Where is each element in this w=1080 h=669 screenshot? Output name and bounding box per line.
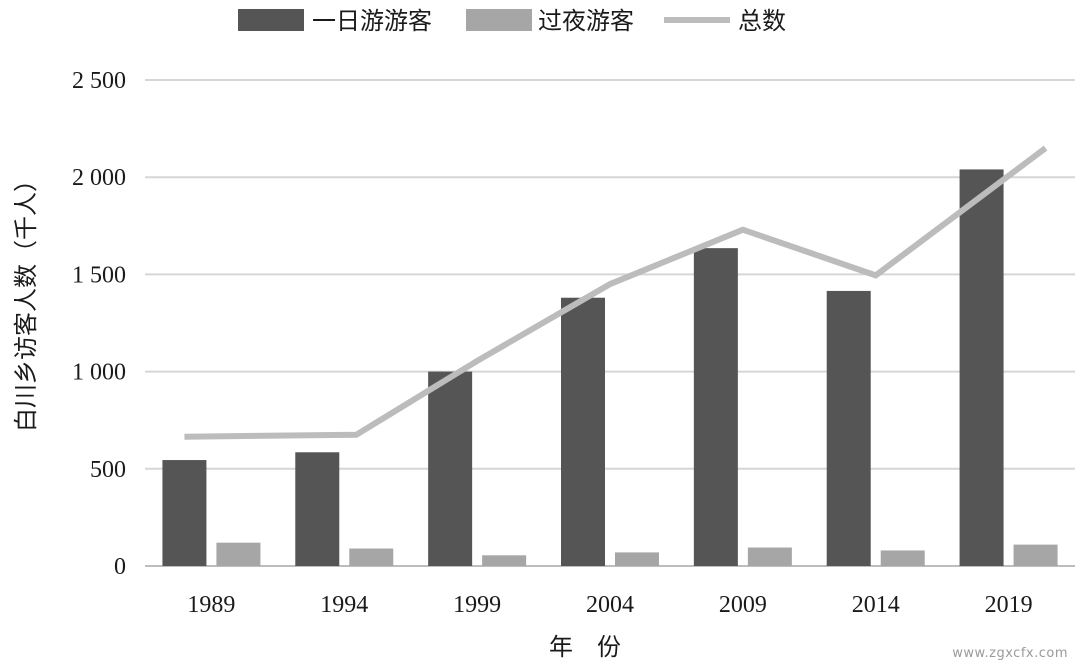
overnight-visitor-bar xyxy=(880,550,925,566)
overnight-visitor-bar xyxy=(216,542,261,566)
day-visitor-bar xyxy=(295,452,340,566)
x-axis-title: 年 份 xyxy=(549,633,621,661)
x-tick-label: 2009 xyxy=(719,592,767,618)
day-visitor-bar xyxy=(428,371,473,566)
legend-label: 总数 xyxy=(738,7,786,35)
bars xyxy=(162,169,1058,566)
legend-label: 一日游游客 xyxy=(312,7,432,35)
overnight-visitor-bar xyxy=(349,548,394,566)
legend-swatch xyxy=(466,9,532,31)
x-tick-label: 2004 xyxy=(586,592,634,618)
day-visitor-bar xyxy=(561,297,605,566)
y-tick-label: 1 500 xyxy=(72,262,126,288)
legend-swatch xyxy=(238,9,304,31)
x-tick-label: 2019 xyxy=(985,592,1033,618)
y-tick-label: 1 000 xyxy=(72,360,126,386)
y-axis-title: 白川乡访客人数（千人） xyxy=(12,168,40,432)
x-tick-label: 2014 xyxy=(852,592,900,618)
overnight-visitor-bar xyxy=(747,547,792,566)
watermark: www.zgxcfx.com xyxy=(952,646,1068,661)
y-tick-label: 0 xyxy=(114,554,126,580)
x-tick-label: 1989 xyxy=(187,592,235,618)
overnight-visitor-bar xyxy=(615,552,659,566)
gridlines xyxy=(145,79,1075,567)
day-visitor-bar xyxy=(693,248,738,566)
total-line-path xyxy=(184,145,1048,440)
overnight-visitor-bar xyxy=(1013,544,1058,566)
legend: 一日游游客 过夜游客 总数 xyxy=(238,7,786,35)
axes: 0 500 1 000 1 500 2 000 2 500 1989 1994 1999 2004… xyxy=(72,68,1033,618)
day-visitor-bar xyxy=(959,169,1004,566)
x-tick-label: 1999 xyxy=(453,592,501,618)
overnight-visitor-bar xyxy=(482,555,527,566)
legend-label: 过夜游客 xyxy=(538,7,634,35)
y-tick-label: 500 xyxy=(90,457,126,483)
total-line xyxy=(184,145,1048,440)
y-tick-label: 2 500 xyxy=(72,68,126,94)
x-tick-label: 1994 xyxy=(320,592,368,618)
day-visitor-bar xyxy=(826,290,871,566)
y-tick-label: 2 000 xyxy=(72,165,126,191)
day-visitor-bar xyxy=(162,460,207,566)
